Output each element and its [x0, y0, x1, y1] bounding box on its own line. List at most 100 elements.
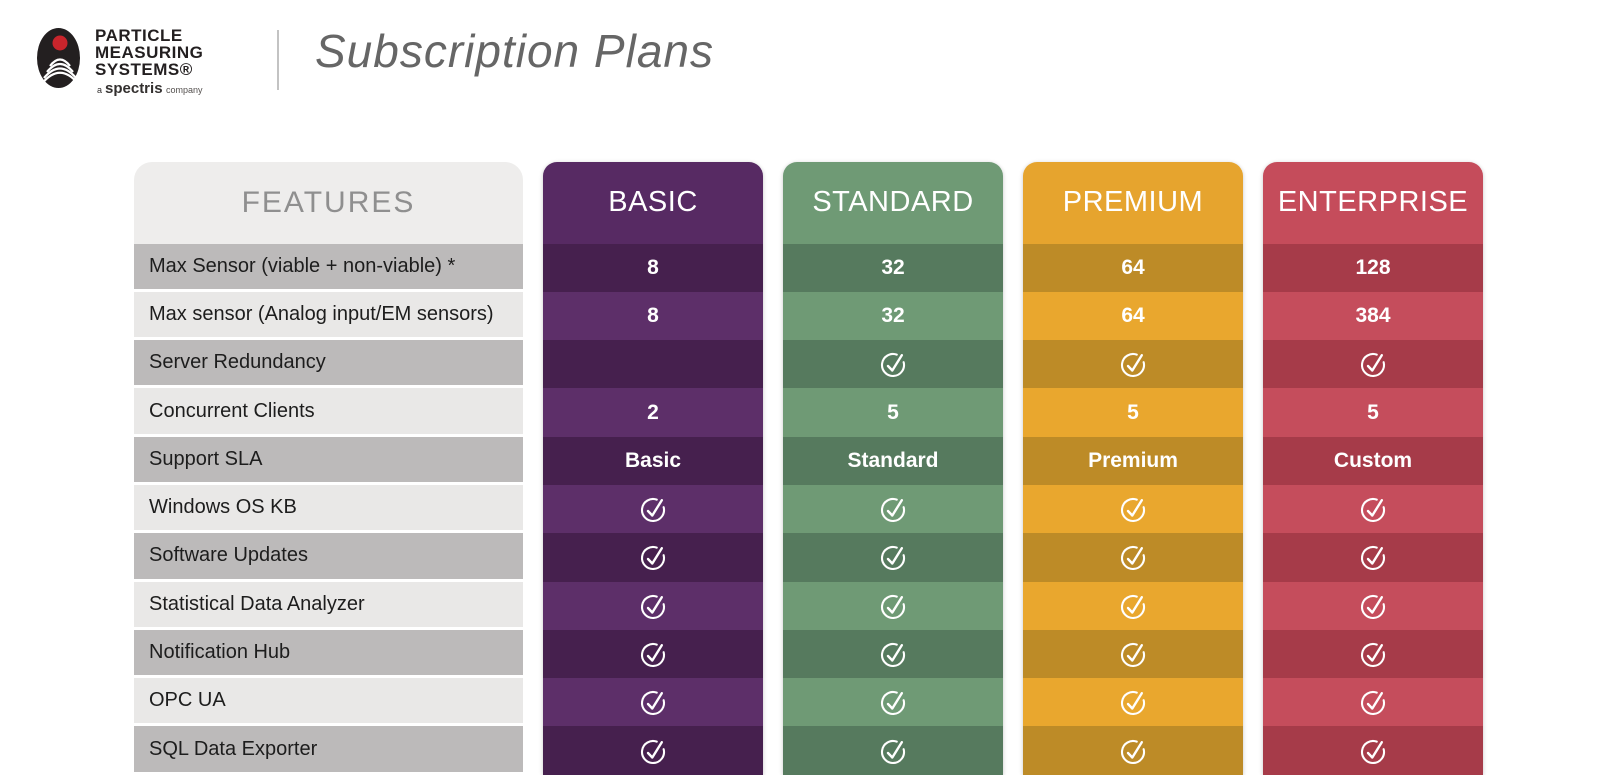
check-icon	[1120, 643, 1146, 668]
plan-column-basic: BASIC 8 8 2 Basic	[543, 162, 763, 775]
plan-cell	[1263, 678, 1483, 727]
features-column: FEATURES Max Sensor (viable + non-viable…	[134, 162, 523, 775]
plan-cell	[1263, 533, 1483, 582]
feature-label: Software Updates	[134, 533, 523, 582]
header-divider	[277, 30, 279, 90]
plan-cell: 128	[1263, 243, 1483, 292]
check-icon	[1120, 353, 1146, 378]
plans-table: FEATURES Max Sensor (viable + non-viable…	[134, 162, 1483, 775]
plan-cell	[1263, 581, 1483, 630]
plan-cell	[783, 340, 1003, 389]
plan-cell	[1263, 484, 1483, 534]
plan-cell: 384	[1263, 291, 1483, 341]
plan-cell: 64	[1023, 291, 1243, 341]
feature-label: Max Sensor (viable + non-viable) *	[134, 243, 523, 292]
plan-header: STANDARD	[783, 162, 1003, 244]
features-rows: Max Sensor (viable + non-viable) * Max se…	[134, 243, 523, 775]
check-icon	[1120, 594, 1146, 619]
check-icon	[640, 739, 666, 764]
check-icon	[880, 643, 906, 668]
pms-logo-mark	[37, 28, 80, 88]
feature-label: OPC UA	[134, 678, 523, 727]
plan-cell	[543, 484, 763, 534]
page-header: PARTICLE MEASURING SYSTEMS® a spectris c…	[0, 0, 1600, 150]
plan-cell: 64	[1023, 243, 1243, 292]
plan-column-standard: STANDARD 32 32 5 Standard	[783, 162, 1003, 775]
plan-cell: 32	[783, 243, 1003, 292]
plan-cell: 5	[1263, 388, 1483, 437]
check-icon	[880, 498, 906, 523]
logo-line-3: SYSTEMS®	[95, 60, 193, 79]
plans: BASIC 8 8 2 Basic STANDARD 32 32 5 Standard PREMIU…	[543, 162, 1483, 775]
plan-cell	[1023, 726, 1243, 775]
plan-cell	[783, 581, 1003, 630]
plan-cell	[1263, 340, 1483, 389]
check-icon	[880, 353, 906, 378]
check-icon	[640, 546, 666, 571]
logo-line-1: PARTICLE	[95, 26, 183, 45]
check-icon	[880, 691, 906, 716]
plan-header: PREMIUM	[1023, 162, 1243, 244]
check-icon	[1360, 353, 1386, 378]
check-icon	[1360, 691, 1386, 716]
features-header: FEATURES	[134, 162, 523, 244]
feature-label: Notification Hub	[134, 629, 523, 679]
check-icon	[1360, 739, 1386, 764]
logo-sub-name: spectris	[105, 80, 163, 97]
logo-sub-a: a	[97, 85, 102, 95]
plan-header: BASIC	[543, 162, 763, 244]
plan-cell	[783, 629, 1003, 679]
feature-label: Statistical Data Analyzer	[134, 581, 523, 630]
plan-cell	[783, 484, 1003, 534]
plan-cell	[543, 629, 763, 679]
plan-cell: Premium	[1023, 436, 1243, 485]
pms-logo: PARTICLE MEASURING SYSTEMS® a spectris c…	[37, 26, 203, 97]
plan-cell	[543, 678, 763, 727]
plan-cell: 32	[783, 291, 1003, 341]
check-icon	[1360, 594, 1386, 619]
plan-cell	[783, 726, 1003, 775]
logo-sub-company: company	[166, 85, 203, 95]
plan-cell	[783, 678, 1003, 727]
check-icon	[1360, 643, 1386, 668]
check-icon	[880, 546, 906, 571]
feature-label: Concurrent Clients	[134, 388, 523, 437]
check-icon	[640, 498, 666, 523]
check-icon	[640, 643, 666, 668]
plan-cell: 5	[783, 388, 1003, 437]
plan-column-premium: PREMIUM 64 64 5 Premium	[1023, 162, 1243, 775]
feature-label: Server Redundancy	[134, 340, 523, 389]
check-icon	[640, 594, 666, 619]
logo-line-2: MEASURING	[95, 43, 203, 62]
plan-cell	[543, 340, 763, 389]
plan-cell	[1263, 629, 1483, 679]
plan-cell	[1023, 340, 1243, 389]
plan-cell	[1023, 581, 1243, 630]
check-icon	[1360, 498, 1386, 523]
check-icon	[640, 691, 666, 716]
plan-cell	[1023, 533, 1243, 582]
feature-label: Support SLA	[134, 436, 523, 485]
plan-cell	[1023, 629, 1243, 679]
logo-red-dot	[52, 35, 68, 51]
plan-column-enterprise: ENTERPRISE 128 384 5 Custom	[1263, 162, 1483, 775]
check-icon	[880, 739, 906, 764]
plan-cell	[1023, 484, 1243, 534]
plan-cell: 5	[1023, 388, 1243, 437]
plan-cell: 8	[543, 291, 763, 341]
plan-cell: 2	[543, 388, 763, 437]
plan-cell: Standard	[783, 436, 1003, 485]
plan-cell	[783, 533, 1003, 582]
check-icon	[1120, 691, 1146, 716]
plan-header: ENTERPRISE	[1263, 162, 1483, 244]
plan-cell	[1263, 726, 1483, 775]
check-icon	[880, 594, 906, 619]
plan-cell	[543, 533, 763, 582]
page-title: Subscription Plans	[315, 25, 714, 77]
feature-label: SQL Data Exporter	[134, 726, 523, 775]
plan-cell: 8	[543, 243, 763, 292]
plan-cell: Basic	[543, 436, 763, 485]
plan-cell: Custom	[1263, 436, 1483, 485]
check-icon	[1120, 739, 1146, 764]
plan-cell	[543, 726, 763, 775]
